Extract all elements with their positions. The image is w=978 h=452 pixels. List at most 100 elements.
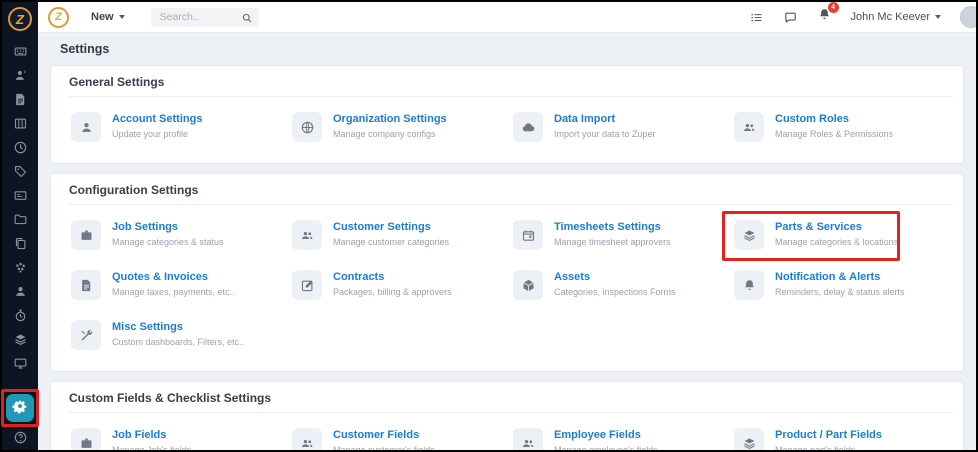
settings-item-subtitle: Manage taxes, payments, etc..	[112, 286, 235, 297]
top-navbar: Z New 4 John Mc Keever	[38, 2, 976, 33]
settings-item-title[interactable]: Job Fields	[112, 429, 167, 441]
settings-item-title[interactable]: Quotes & Invoices	[112, 271, 208, 283]
sidebar-settings-highlight	[1, 389, 39, 427]
settings-item-organization-settings[interactable]: Organization Settings Manage company conf…	[286, 108, 507, 150]
users-icon	[513, 428, 543, 450]
briefcase-icon	[71, 220, 101, 250]
card-icon	[13, 188, 28, 203]
users-icon	[292, 220, 322, 250]
section-card: General Settings Account Settings Update y…	[50, 65, 964, 164]
settings-item-text: Customer Fields Manage customer's fields	[333, 428, 435, 450]
sidebar-item-customers[interactable]	[9, 67, 31, 83]
bell-icon	[817, 7, 832, 27]
settings-item-subtitle: Manage categories & locations	[775, 236, 899, 247]
settings-item-subtitle: Manage customer categories	[333, 236, 450, 247]
settings-item-title[interactable]: Customer Fields	[333, 429, 420, 441]
section-grid: Account Settings Update your profile Organ…	[51, 97, 963, 163]
settings-item-title[interactable]: Misc Settings	[112, 321, 183, 333]
settings-item-job-settings[interactable]: Job Settings Manage categories & status	[65, 216, 286, 258]
settings-item-title[interactable]: Contracts	[333, 271, 385, 283]
settings-item-misc-settings[interactable]: Misc Settings Custom dashboards, Filters,…	[65, 316, 286, 358]
avatar[interactable]	[960, 6, 976, 28]
search-icon[interactable]	[241, 11, 253, 29]
new-button-label: New	[91, 11, 114, 23]
clock-icon	[13, 140, 28, 155]
calendar-icon	[513, 220, 543, 250]
monitor-icon	[13, 356, 28, 371]
sidebar-item-monitor[interactable]	[9, 355, 31, 371]
settings-item-subtitle: Manage categories & status	[112, 236, 224, 247]
search-box	[150, 7, 259, 29]
help-icon	[13, 430, 28, 445]
settings-item-subtitle: Manage Roles & Permissions	[775, 128, 894, 139]
user-menu[interactable]: John Mc Keever	[851, 11, 941, 23]
settings-item-title[interactable]: Organization Settings	[333, 113, 447, 125]
settings-item-title[interactable]: Data Import	[554, 113, 616, 125]
settings-item-assets[interactable]: Assets Categories, inspections Forms	[507, 266, 728, 308]
settings-item-contracts[interactable]: Contracts Packages, billing & approvers	[286, 266, 507, 308]
settings-item-timesheets-settings[interactable]: Timesheets Settings Manage timesheet appr…	[507, 216, 728, 258]
cube-icon	[513, 270, 543, 300]
sidebar-item-help[interactable]	[9, 429, 31, 445]
new-button[interactable]: New	[91, 11, 125, 23]
search-input[interactable]	[150, 11, 244, 23]
page-title: Settings	[60, 42, 110, 56]
list-icon[interactable]	[749, 10, 764, 25]
sidebar-item-pages[interactable]	[9, 235, 31, 251]
briefcase-icon	[71, 428, 101, 450]
settings-item-quotes-invoices[interactable]: Quotes & Invoices Manage taxes, payments,…	[65, 266, 286, 308]
settings-item-title[interactable]: Job Settings	[112, 221, 179, 233]
settings-item-title[interactable]: Custom Roles	[775, 113, 849, 125]
sidebar-item-settings[interactable]	[6, 394, 34, 422]
settings-item-title[interactable]: Employee Fields	[554, 429, 641, 441]
sidebar-item-columns[interactable]	[9, 115, 31, 131]
notifications-button[interactable]: 4	[817, 2, 839, 27]
settings-item-product-part-fields[interactable]: Product / Part Fields Manage part's field…	[728, 424, 949, 450]
sidebar-item-card[interactable]	[9, 187, 31, 203]
settings-item-customer-fields[interactable]: Customer Fields Manage customer's fields	[286, 424, 507, 450]
section-card: Custom Fields & Checklist Settings Job Fi…	[50, 381, 964, 450]
sidebar-item-folder[interactable]	[9, 211, 31, 227]
settings-item-title[interactable]: Account Settings	[112, 113, 203, 125]
sidebar-nav	[9, 43, 31, 371]
settings-item-title[interactable]: Assets	[554, 271, 591, 283]
settings-item-subtitle: Import your data to Zuper	[554, 128, 656, 139]
sidebar: Z	[1, 2, 39, 450]
settings-item-title[interactable]: Parts & Services	[775, 221, 862, 233]
settings-item-notification-alerts[interactable]: Notification & Alerts Reminders, delay & …	[728, 266, 949, 308]
zuper-logo-icon[interactable]: Z	[8, 7, 32, 31]
settings-item-account-settings[interactable]: Account Settings Update your profile	[65, 108, 286, 150]
chat-icon[interactable]	[783, 10, 798, 25]
settings-item-text: Custom Roles Manage Roles & Permissions	[775, 112, 893, 140]
sidebar-item-tag[interactable]	[9, 163, 31, 179]
settings-item-data-import[interactable]: Data Import Import your data to Zuper	[507, 108, 728, 150]
settings-item-title[interactable]: Product / Part Fields	[775, 429, 882, 441]
sidebar-item-assets[interactable]	[9, 259, 31, 275]
settings-item-title[interactable]: Customer Settings	[333, 221, 431, 233]
section-grid: Job Fields Manage Job's fields Customer Fi…	[51, 413, 963, 450]
pages-icon	[13, 236, 28, 251]
settings-item-title[interactable]: Timesheets Settings	[554, 221, 661, 233]
sidebar-item-stopwatch[interactable]	[9, 307, 31, 323]
settings-item-customer-settings[interactable]: Customer Settings Manage customer categor…	[286, 216, 507, 258]
settings-item-text: Job Fields Manage Job's fields	[112, 428, 191, 450]
sidebar-item-layers[interactable]	[9, 331, 31, 347]
section-title: Custom Fields & Checklist Settings	[69, 391, 272, 405]
settings-item-job-fields[interactable]: Job Fields Manage Job's fields	[65, 424, 286, 450]
settings-item-text: Organization Settings Manage company conf…	[333, 112, 447, 140]
section-divider	[69, 412, 953, 413]
sidebar-item-invoice[interactable]	[9, 91, 31, 107]
header-zuper-logo-icon[interactable]: Z	[48, 6, 69, 28]
settings-item-parts-services[interactable]: Parts & Services Manage categories & loca…	[722, 211, 949, 261]
settings-item-text: Data Import Import your data to Zuper	[554, 112, 656, 140]
settings-sections: General Settings Account Settings Update y…	[50, 65, 964, 450]
sidebar-item-board[interactable]	[9, 43, 31, 59]
settings-item-custom-roles[interactable]: Custom Roles Manage Roles & Permissions	[728, 108, 949, 150]
settings-item-text: Account Settings Update your profile	[112, 112, 202, 140]
settings-item-text: Timesheets Settings Manage timesheet appr…	[554, 220, 671, 248]
sidebar-item-user[interactable]	[9, 283, 31, 299]
sidebar-item-clock[interactable]	[9, 139, 31, 155]
settings-item-title[interactable]: Notification & Alerts	[775, 271, 881, 283]
settings-item-employee-fields[interactable]: Employee Fields Manage employee's fields	[507, 424, 728, 450]
layers-icon	[734, 220, 764, 250]
